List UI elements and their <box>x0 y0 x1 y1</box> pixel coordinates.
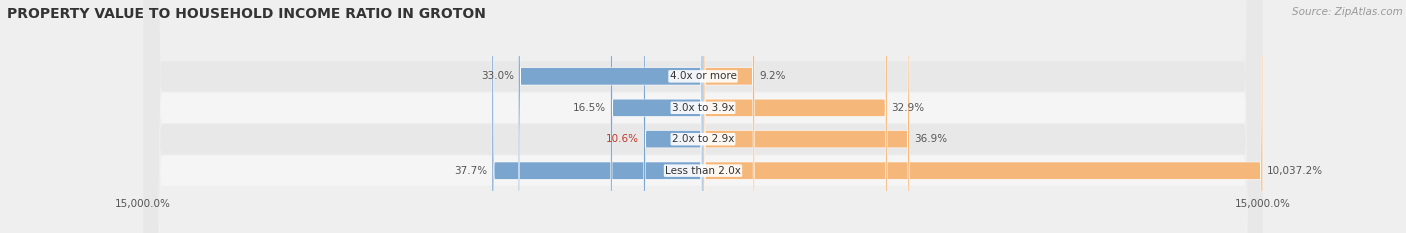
Text: 37.7%: 37.7% <box>454 166 488 176</box>
FancyBboxPatch shape <box>143 0 1263 233</box>
Text: PROPERTY VALUE TO HOUSEHOLD INCOME RATIO IN GROTON: PROPERTY VALUE TO HOUSEHOLD INCOME RATIO… <box>7 7 486 21</box>
FancyBboxPatch shape <box>610 0 703 233</box>
FancyBboxPatch shape <box>143 0 1263 233</box>
Text: 10,037.2%: 10,037.2% <box>1267 166 1323 176</box>
Text: 33.0%: 33.0% <box>481 71 513 81</box>
Text: 36.9%: 36.9% <box>914 134 948 144</box>
Text: 4.0x or more: 4.0x or more <box>669 71 737 81</box>
FancyBboxPatch shape <box>143 0 1263 233</box>
Text: Source: ZipAtlas.com: Source: ZipAtlas.com <box>1292 7 1403 17</box>
FancyBboxPatch shape <box>703 0 887 233</box>
FancyBboxPatch shape <box>644 0 703 233</box>
FancyBboxPatch shape <box>143 0 1263 233</box>
FancyBboxPatch shape <box>492 0 703 233</box>
FancyBboxPatch shape <box>519 0 703 233</box>
Text: Less than 2.0x: Less than 2.0x <box>665 166 741 176</box>
Text: 9.2%: 9.2% <box>759 71 786 81</box>
Text: 2.0x to 2.9x: 2.0x to 2.9x <box>672 134 734 144</box>
Text: 32.9%: 32.9% <box>891 103 925 113</box>
Text: 3.0x to 3.9x: 3.0x to 3.9x <box>672 103 734 113</box>
FancyBboxPatch shape <box>703 0 1263 233</box>
Text: 10.6%: 10.6% <box>606 134 640 144</box>
FancyBboxPatch shape <box>703 0 910 233</box>
Text: 16.5%: 16.5% <box>574 103 606 113</box>
FancyBboxPatch shape <box>703 0 755 233</box>
